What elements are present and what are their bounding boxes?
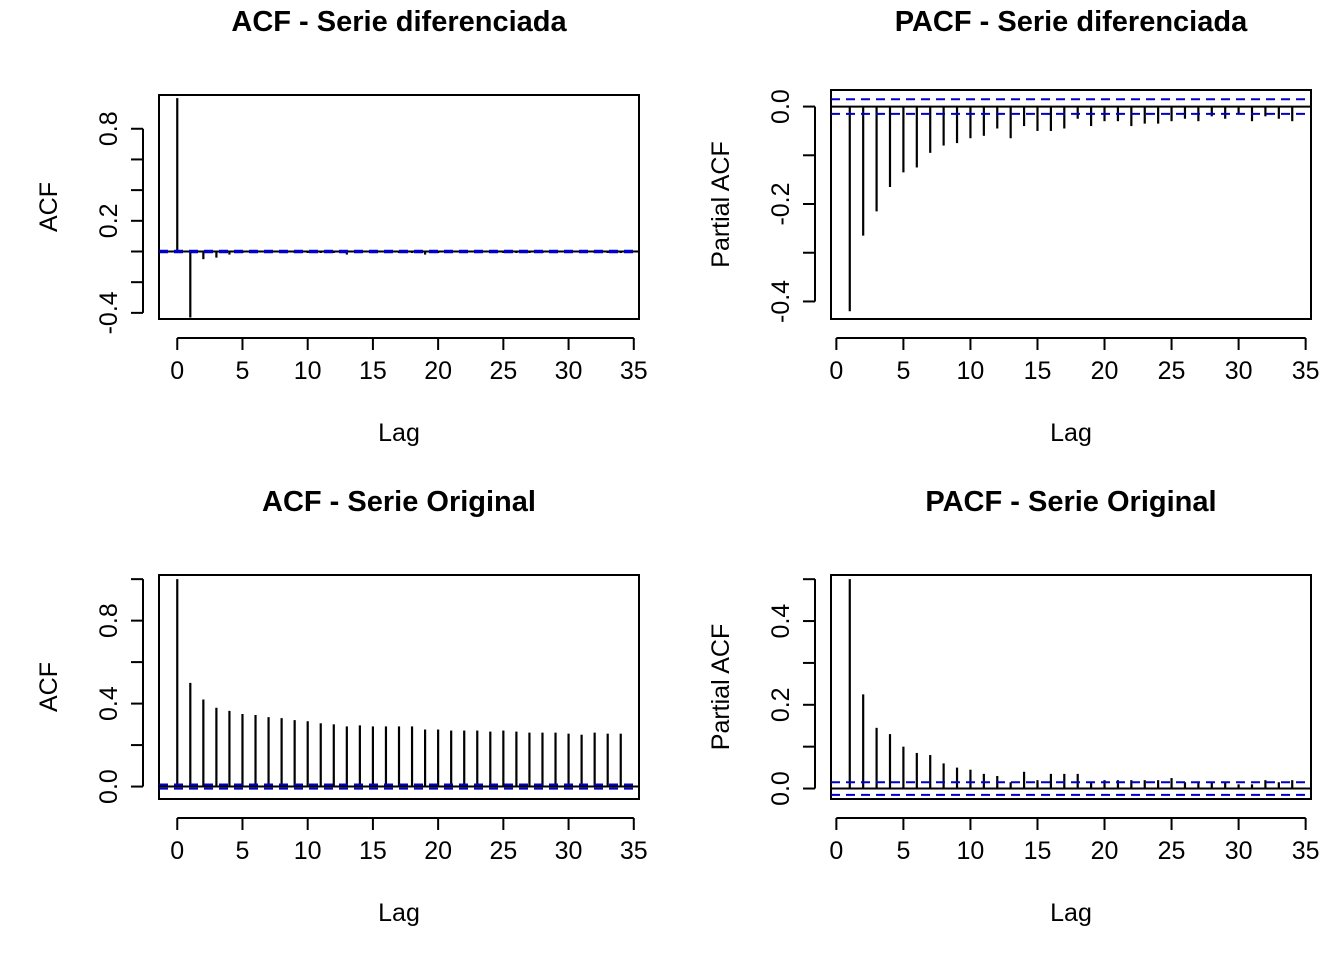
x-tick-label: 5 [236, 357, 250, 385]
x-tick-label: 20 [1091, 837, 1119, 865]
x-tick-label: 5 [896, 357, 910, 385]
x-tick-label: 10 [957, 357, 985, 385]
chart-title: ACF - Serie Original [262, 486, 536, 518]
x-tick-label: 30 [555, 837, 583, 865]
x-tick-label: 30 [555, 357, 583, 385]
x-axis-label: Lag [1050, 419, 1092, 447]
x-tick-label: 15 [359, 357, 387, 385]
plot-frame [830, 574, 1312, 800]
y-axis-label: ACF [35, 662, 63, 712]
x-tick-label: 35 [1292, 837, 1320, 865]
x-tick-label: 5 [896, 837, 910, 865]
y-tick-label: -0.4 [767, 280, 795, 323]
plot-frame [830, 89, 1312, 320]
y-tick-label: 0.0 [767, 771, 795, 806]
y-tick-label: 0.2 [767, 687, 795, 722]
x-tick-label: 25 [489, 357, 517, 385]
y-tick-label: 0.4 [95, 686, 123, 721]
x-tick-label: 0 [829, 357, 843, 385]
x-tick-label: 10 [294, 357, 322, 385]
x-tick-label: 15 [359, 837, 387, 865]
x-tick-label: 15 [1024, 837, 1052, 865]
x-tick-label: 35 [620, 837, 648, 865]
chart-title: PACF - Serie diferenciada [895, 6, 1248, 38]
x-tick-label: 5 [236, 837, 250, 865]
panel-2: PACF - Serie diferenciada 0 5 10 15 20 25 30 35 L… [707, 6, 1320, 447]
x-tick-label: 30 [1225, 357, 1253, 385]
x-tick-label: 10 [294, 837, 322, 865]
panel-3: ACF - Serie Original 0 5 10 15 20 25 30 35 Lag 0.0… [35, 486, 648, 927]
plot-frame [158, 94, 640, 320]
x-tick-label: 25 [1158, 357, 1186, 385]
x-tick-label: 35 [620, 357, 648, 385]
x-tick-label: 25 [489, 837, 517, 865]
panel-1: ACF - Serie diferenciada 0 5 10 15 20 25 30 35 La… [35, 6, 648, 447]
x-tick-label: 15 [1024, 357, 1052, 385]
y-tick-label: -0.4 [95, 291, 123, 334]
x-axis-label: Lag [378, 419, 420, 447]
x-tick-label: 0 [829, 837, 843, 865]
x-tick-label: 30 [1225, 837, 1253, 865]
plot-frame [158, 574, 640, 800]
x-tick-label: 0 [170, 837, 184, 865]
x-tick-label: 20 [424, 837, 452, 865]
x-tick-label: 35 [1292, 357, 1320, 385]
y-axis-label: Partial ACF [707, 624, 735, 750]
x-tick-label: 25 [1158, 837, 1186, 865]
y-tick-label: -0.2 [767, 182, 795, 225]
y-tick-label: 0.8 [95, 603, 123, 638]
panel-4: PACF - Serie Original 0 5 10 15 20 25 30 35 Lag 0.… [707, 486, 1320, 927]
y-tick-label: 0.0 [767, 89, 795, 124]
y-axis-label: ACF [35, 182, 63, 232]
x-axis-label: Lag [1050, 899, 1092, 927]
chart-title: PACF - Serie Original [925, 486, 1216, 518]
y-tick-label: 0.8 [95, 111, 123, 146]
x-tick-label: 20 [1091, 357, 1119, 385]
chart-title: ACF - Serie diferenciada [231, 6, 567, 38]
y-tick-label: 0.4 [767, 604, 795, 639]
x-tick-label: 20 [424, 357, 452, 385]
x-tick-label: 10 [957, 837, 985, 865]
y-axis-label: Partial ACF [707, 141, 735, 267]
y-tick-label: 0.0 [95, 769, 123, 804]
x-axis-label: Lag [378, 899, 420, 927]
x-tick-label: 0 [170, 357, 184, 385]
y-tick-label: 0.2 [95, 203, 123, 238]
